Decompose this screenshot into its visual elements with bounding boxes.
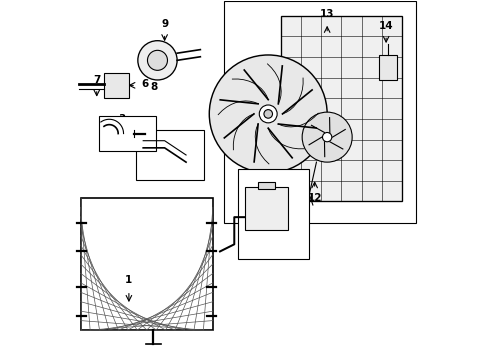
Circle shape [322,132,332,142]
Circle shape [264,110,272,118]
Bar [81,198,213,330]
Text: 1: 1 [125,275,132,285]
Text: 9: 9 [161,19,168,29]
Text: 13: 13 [320,9,334,18]
Text: 5: 5 [270,151,277,161]
Bar [245,187,288,230]
Circle shape [147,50,168,70]
Text: 14: 14 [379,21,393,31]
Circle shape [259,105,277,123]
Bar [223,1,416,223]
Text: 6: 6 [142,79,148,89]
Text: 12: 12 [307,193,322,203]
Circle shape [138,41,177,80]
Text: 2: 2 [175,171,183,181]
Circle shape [209,55,327,173]
Circle shape [302,112,352,162]
Bar [281,16,402,202]
Bar [238,169,309,258]
Bar [136,130,204,180]
Bar [104,73,129,98]
Text: 10: 10 [281,232,295,242]
Text: 3: 3 [118,113,125,123]
Bar [258,182,275,189]
Text: 7: 7 [93,75,100,85]
Text: 8: 8 [150,82,157,92]
Bar [98,116,156,152]
Text: 11: 11 [225,81,240,91]
Text: 4: 4 [283,199,290,208]
Bar [379,55,397,80]
